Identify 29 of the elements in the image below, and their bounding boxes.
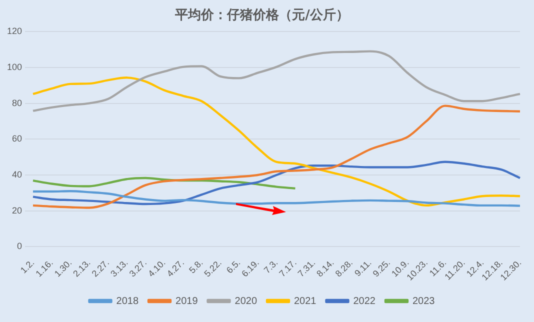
x-tick-label: 5.8. <box>187 258 205 276</box>
x-tick-label: 9.11. <box>352 258 374 278</box>
y-tick-label: 0 <box>17 241 22 252</box>
x-tick-label: 8.28. <box>333 258 355 279</box>
legend-label: 2022 <box>353 296 376 307</box>
x-tick-label: 6.5. <box>224 258 242 276</box>
x-tick-label: 7.3. <box>262 258 280 276</box>
y-tick-label: 40 <box>12 169 22 180</box>
legend-label: 2019 <box>176 296 198 307</box>
x-tick-label: 8.14. <box>314 258 336 279</box>
x-tick-label: 4.10. <box>146 258 168 279</box>
x-tick-label: 6.19. <box>240 258 261 279</box>
legend-label: 2018 <box>116 296 139 307</box>
legend-label: 2020 <box>234 296 258 307</box>
line-series <box>32 176 296 190</box>
x-tick-label: 7.17. <box>277 258 298 279</box>
x-tick-label: 5.22. <box>202 258 224 279</box>
y-tick-label: 20 <box>12 205 22 216</box>
chart-title: 平均价：仔猪价格（元/公斤） <box>174 7 349 24</box>
y-tick-label: 120 <box>6 26 22 36</box>
x-tick-label: 3.13. <box>108 258 130 279</box>
legend-label: 2021 <box>294 296 317 307</box>
legend-label: 2023 <box>412 296 436 307</box>
x-tick-label: 7.31. <box>296 258 318 279</box>
x-tick-label: 1.2. <box>18 258 36 276</box>
y-tick-label: 100 <box>6 62 22 72</box>
y-tick-label: 60 <box>12 134 22 144</box>
line-series <box>32 190 522 207</box>
y-tick-label: 80 <box>12 98 22 108</box>
